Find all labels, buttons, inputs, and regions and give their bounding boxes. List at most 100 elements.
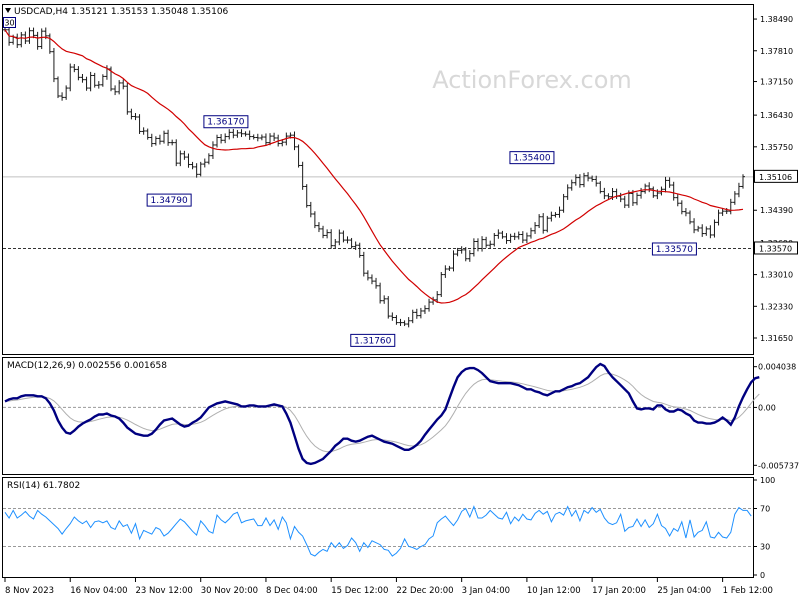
price-bar — [292, 131, 297, 151]
price-bar — [186, 153, 191, 168]
price-bar — [361, 251, 366, 277]
price-bar — [133, 113, 138, 121]
x-tick-label: 15 Dec 12:00 — [331, 586, 388, 596]
rsi-y-tick-label: 0 — [760, 571, 765, 580]
price-bar — [312, 211, 317, 229]
rsi-y-tick-label: 70 — [760, 505, 770, 514]
price-bar — [137, 114, 142, 134]
macd-panel — [2, 357, 754, 475]
macd-y-tick-label: 0.004038 — [758, 363, 796, 372]
macd-layer — [3, 362, 760, 466]
price-annotation-label: 1.36170 — [207, 118, 244, 128]
price-bar — [679, 200, 684, 215]
price-bar — [741, 174, 745, 189]
price-bar — [602, 187, 607, 200]
price-bar — [39, 28, 44, 50]
price-bar — [219, 134, 224, 144]
rsi-y-tick-label: 30 — [760, 543, 770, 552]
price-bar — [157, 134, 162, 145]
x-tick-label: 17 Jan 20:00 — [592, 586, 646, 596]
price-bar — [235, 129, 240, 138]
support-price-box-frame — [754, 241, 798, 255]
rsi-y-tick-label: 100 — [760, 476, 775, 485]
price-bar — [732, 191, 737, 205]
price-bar — [471, 238, 476, 257]
price-header: USDCAD,H4 1.35121 1.35153 1.35048 1.3510… — [14, 7, 229, 17]
price-annotation: 1.35400 — [509, 151, 555, 165]
x-tick-label: 22 Dec 20:00 — [396, 586, 453, 596]
price-bar — [300, 161, 305, 190]
price-bar — [51, 47, 56, 83]
price-bar — [64, 85, 69, 100]
price-bar — [316, 222, 321, 233]
price-bar — [84, 76, 89, 91]
rsi-line — [4, 505, 752, 557]
price-bar — [374, 277, 379, 289]
price-bar — [141, 127, 146, 135]
price-bar — [88, 71, 93, 92]
price-bar — [422, 305, 427, 314]
price-bar — [581, 172, 586, 188]
price-bar — [174, 139, 179, 167]
price-bar — [369, 274, 374, 285]
rsi-header: RSI(14) 61.7802 — [7, 481, 80, 491]
price-bar — [622, 195, 627, 209]
price-bar — [557, 206, 562, 218]
price-y-tick-label: 1.34390 — [760, 206, 793, 215]
price-bar — [467, 250, 472, 262]
current-price-box: 1.35106 — [754, 169, 798, 183]
price-bar — [247, 130, 252, 140]
price-bar — [243, 131, 248, 137]
price-bar — [96, 81, 101, 89]
support-price-box-label: 1.33570 — [759, 244, 792, 253]
price-bar — [182, 150, 187, 160]
price-bar — [663, 176, 668, 193]
price-bar — [259, 134, 264, 141]
price-annotation-label: 1.34790 — [151, 196, 188, 206]
price-bar — [92, 72, 97, 88]
price-bar — [406, 317, 411, 328]
watermark: ActionForex.com — [432, 66, 632, 94]
price-bar — [227, 129, 232, 140]
price-bar — [687, 210, 692, 225]
price-bar — [390, 312, 395, 321]
price-bar — [488, 240, 493, 249]
price-bar — [700, 224, 705, 237]
price-annotation-box — [350, 333, 396, 347]
price-bar — [345, 236, 350, 244]
price-y-tick-label: 1.31650 — [760, 334, 793, 343]
dropdown-triangle-icon[interactable] — [5, 8, 11, 13]
price-bar — [651, 186, 656, 198]
price-annotation-box — [509, 151, 555, 165]
price-bar — [524, 232, 529, 244]
price-bar — [153, 136, 158, 146]
price-bar — [586, 172, 591, 182]
macd-line — [4, 362, 760, 466]
x-tick-label: 30 Nov 20:00 — [201, 586, 258, 596]
price-bar — [492, 232, 497, 247]
price-bar — [418, 307, 423, 319]
price-bar — [121, 79, 126, 90]
price-bar — [231, 128, 236, 139]
price-bar — [308, 201, 313, 218]
price-bar — [255, 133, 260, 142]
price-bar — [100, 74, 105, 87]
price-bar — [443, 265, 448, 278]
price-bar — [549, 211, 554, 222]
price-bar — [178, 150, 183, 167]
macd-header: MACD(12,26,9) 0.002556 0.001658 — [7, 361, 167, 371]
price-bar — [463, 247, 468, 262]
price-bar — [455, 247, 460, 257]
price-bar — [435, 291, 440, 303]
price-y-tick-label: 1.38490 — [760, 15, 793, 24]
price-bar — [533, 222, 538, 234]
x-tick-label: 1 Feb 12:00 — [723, 586, 773, 596]
price-bar — [60, 92, 65, 101]
price-bar — [19, 32, 24, 48]
price-bar — [117, 80, 122, 95]
price-bar — [304, 184, 309, 208]
price-y-tick-label: 1.37150 — [760, 78, 793, 87]
price-bar — [427, 298, 432, 312]
